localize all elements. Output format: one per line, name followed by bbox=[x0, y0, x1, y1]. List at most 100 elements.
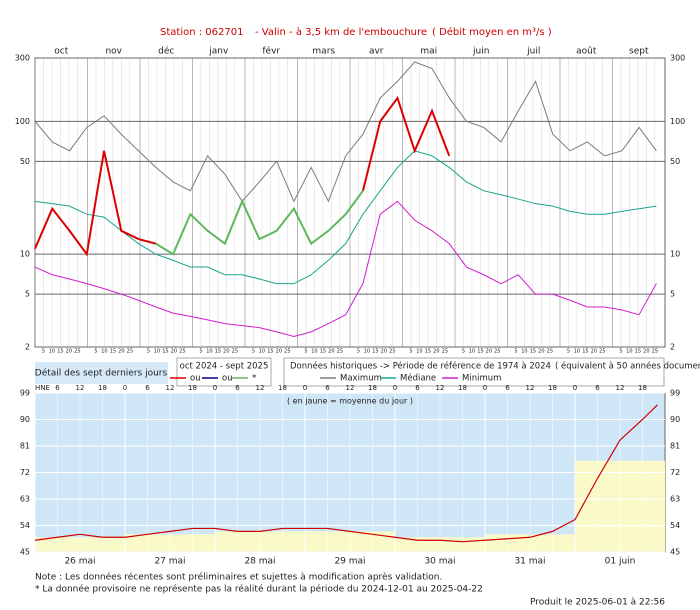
day-label: 31 mai bbox=[514, 557, 545, 567]
y-tick-label: 10 bbox=[20, 250, 30, 259]
day-tick-label: 20 bbox=[538, 349, 544, 355]
day-tick-label: 25 bbox=[494, 349, 500, 355]
day-tick-label: 5 bbox=[619, 349, 622, 355]
detail-title: Détail des sept derniers jours bbox=[35, 368, 168, 379]
day-tick-label: 25 bbox=[652, 349, 658, 355]
y-tick-label-right: 45 bbox=[670, 548, 680, 557]
hour-tick-label: 6 bbox=[595, 384, 600, 392]
y-tick-label: 5 bbox=[25, 290, 30, 299]
series-line bbox=[34, 404, 658, 543]
hour-tick-label: 18 bbox=[188, 384, 197, 392]
day-tick-label: 25 bbox=[74, 349, 80, 355]
hour-tick-label: 18 bbox=[368, 384, 377, 392]
day-tick-label: 20 bbox=[223, 349, 229, 355]
month-label: juin bbox=[472, 47, 489, 57]
legend-label: Minimum bbox=[462, 374, 501, 384]
y-tick-label-right: 63 bbox=[670, 495, 680, 504]
day-tick-label: 5 bbox=[147, 349, 150, 355]
day-tick-label: 25 bbox=[127, 349, 133, 355]
day-tick-label: 15 bbox=[582, 349, 588, 355]
hour-tick-label: 0 bbox=[303, 384, 307, 392]
hour-tick-label: 12 bbox=[526, 384, 535, 392]
hour-tick-label: 18 bbox=[278, 384, 287, 392]
series-line bbox=[34, 150, 657, 285]
month-label: déc bbox=[158, 46, 174, 57]
hour-tick-label: 18 bbox=[98, 384, 107, 392]
day-tick-label: 10 bbox=[259, 349, 265, 355]
month-label: juil bbox=[526, 47, 540, 57]
day-tick-label: 5 bbox=[462, 349, 465, 355]
y-tick-label: 100 bbox=[15, 117, 30, 126]
hour-tick-label: 12 bbox=[76, 384, 85, 392]
day-tick-label: 5 bbox=[304, 349, 307, 355]
month-label: févr bbox=[262, 46, 280, 57]
day-tick-label: 10 bbox=[626, 349, 632, 355]
hour-tick-label: 18 bbox=[548, 384, 557, 392]
y-tick-label-right: 81 bbox=[670, 442, 680, 451]
y-tick-label-right: 100 bbox=[670, 117, 685, 126]
day-label: 27 mai bbox=[154, 557, 185, 567]
y-tick-label-right: 54 bbox=[670, 521, 680, 530]
day-tick-label: 25 bbox=[547, 349, 553, 355]
y-tick-label: 63 bbox=[20, 495, 30, 504]
hour-tick-label: 6 bbox=[235, 384, 240, 392]
y-tick-label: 45 bbox=[20, 548, 30, 557]
y-tick-label: 50 bbox=[20, 157, 30, 166]
hour-tick-label: 6 bbox=[55, 384, 60, 392]
day-tick-label: 20 bbox=[276, 349, 282, 355]
hour-tick-label: 0 bbox=[483, 384, 487, 392]
hour-axis-label: HNE bbox=[35, 384, 50, 392]
y-tick-label: 54 bbox=[20, 521, 30, 530]
hour-tick-label: 6 bbox=[505, 384, 510, 392]
day-tick-label: 10 bbox=[521, 349, 527, 355]
day-tick-label: 10 bbox=[574, 349, 580, 355]
month-label: sept bbox=[629, 47, 649, 57]
day-tick-label: 10 bbox=[364, 349, 370, 355]
day-tick-label: 20 bbox=[486, 349, 492, 355]
day-tick-label: 15 bbox=[320, 349, 326, 355]
hour-tick-label: 12 bbox=[166, 384, 175, 392]
y-tick-label: 90 bbox=[20, 415, 30, 424]
month-label: avr bbox=[369, 47, 384, 57]
produced: Produit le 2025-06-01 à 22:56 bbox=[530, 598, 665, 608]
day-tick-label: 20 bbox=[171, 349, 177, 355]
series-line bbox=[361, 95, 451, 192]
day-tick-label: 25 bbox=[179, 349, 185, 355]
station: Station : 062701 bbox=[160, 27, 243, 38]
hour-tick-label: 0 bbox=[123, 384, 127, 392]
series-line bbox=[34, 150, 157, 257]
unit: ( Débit moyen en m³/s ) bbox=[432, 26, 552, 38]
day-tick-label: 25 bbox=[442, 349, 448, 355]
hour-tick-label: 12 bbox=[436, 384, 445, 392]
day-tick-label: 15 bbox=[215, 349, 221, 355]
note: * La donnée provisoire ne représente pas… bbox=[35, 584, 483, 595]
day-tick-label: 10 bbox=[416, 349, 422, 355]
day-tick-label: 25 bbox=[284, 349, 290, 355]
day-tick-label: 10 bbox=[206, 349, 212, 355]
series-line bbox=[34, 61, 657, 203]
day-tick-label: 5 bbox=[567, 349, 570, 355]
hour-tick-label: 6 bbox=[325, 384, 330, 392]
day-tick-label: 5 bbox=[514, 349, 517, 355]
day-tick-label: 5 bbox=[357, 349, 360, 355]
day-tick-label: 25 bbox=[389, 349, 395, 355]
day-tick-label: 20 bbox=[328, 349, 334, 355]
hour-tick-label: 6 bbox=[415, 384, 420, 392]
y-tick-label-right: 2 bbox=[670, 343, 675, 352]
day-tick-label: 15 bbox=[477, 349, 483, 355]
month-label: août bbox=[576, 47, 597, 57]
day-tick-label: 10 bbox=[311, 349, 317, 355]
day-tick-label: 20 bbox=[433, 349, 439, 355]
day-tick-label: 15 bbox=[162, 349, 168, 355]
y-tick-label: 2 bbox=[25, 343, 30, 352]
y-tick-label-right: 72 bbox=[670, 468, 680, 477]
legend-label: ou bbox=[190, 374, 201, 384]
y-tick-label-right: 5 bbox=[670, 290, 675, 299]
annotation: ( en jaune = moyenne du jour ) bbox=[287, 397, 413, 406]
day-tick-label: 25 bbox=[337, 349, 343, 355]
day-tick-label: 20 bbox=[643, 349, 649, 355]
month-label: mars bbox=[312, 47, 335, 57]
day-tick-label: 20 bbox=[66, 349, 72, 355]
day-tick-label: 10 bbox=[154, 349, 160, 355]
month-label: nov bbox=[105, 47, 122, 57]
